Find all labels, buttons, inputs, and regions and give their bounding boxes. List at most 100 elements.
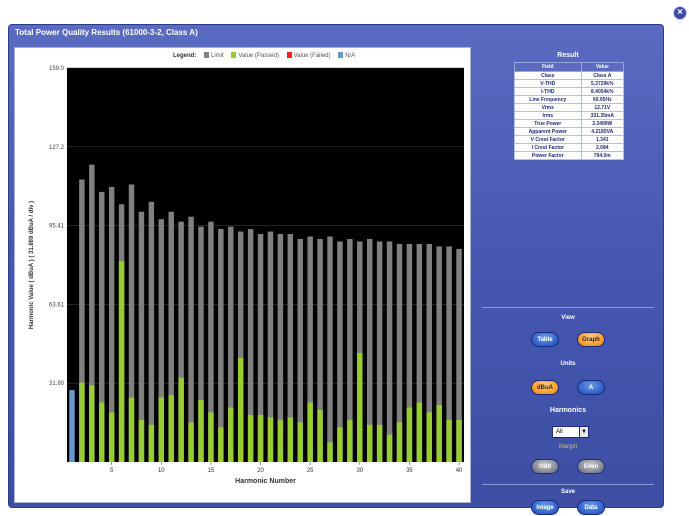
save-title: Save — [560, 489, 575, 495]
bar-limit — [396, 243, 403, 462]
x-tick-label: 10 — [158, 468, 165, 474]
result-value: 60.05Hz — [580, 95, 625, 104]
result-field: Apparent Power — [514, 127, 582, 136]
result-col-value: Value — [580, 62, 625, 72]
graph-panel: Legend: Limit Value (Passed) Value (Fail… — [14, 47, 471, 503]
result-field: V-THD — [514, 79, 582, 88]
bar-value-passed — [247, 414, 254, 462]
result-field: Class — [514, 71, 582, 80]
result-row: V Crest Factor 1.341 — [514, 135, 625, 144]
result-value: 3.3499W — [580, 119, 625, 128]
result-field: Power Factor — [514, 151, 582, 160]
bar-value-passed — [297, 422, 303, 462]
result-row: Irms 331.35mA — [514, 111, 625, 120]
legend-swatch — [204, 52, 210, 58]
even-harmonics-button[interactable]: Even — [577, 459, 605, 474]
bar-limit — [208, 221, 214, 462]
bar-value-passed — [406, 407, 413, 462]
x-tick-label: 5 — [110, 468, 114, 474]
dbua-units-button[interactable]: dBuA — [531, 380, 559, 395]
y-tick-label: 63.61 — [49, 302, 65, 308]
result-col-field: Field — [514, 62, 582, 72]
result-row: Class Class A — [514, 71, 625, 80]
table-view-button[interactable]: Table — [531, 332, 559, 347]
graph-view-button[interactable]: Graph — [577, 332, 605, 347]
legend-item-failed: Value (Failed) — [286, 52, 331, 59]
bar-limit — [247, 229, 254, 462]
result-field: Line Frequency — [514, 95, 582, 104]
bar-limit — [386, 241, 393, 462]
bar-limit — [79, 179, 85, 462]
odd-harmonics-button[interactable]: Odd — [531, 459, 559, 474]
bar-limit — [307, 236, 313, 462]
bar-value-passed — [198, 400, 204, 462]
y-axis-label: Harmonic Value ( dBuA ) ( 31.889 dBuA / … — [29, 201, 35, 329]
bar-limit — [158, 219, 165, 462]
result-value: 1.341 — [580, 135, 625, 144]
bar-limit — [406, 243, 413, 462]
result-field: V Crest Factor — [514, 135, 582, 144]
result-value: 8.4054k% — [580, 87, 625, 96]
bar-value-passed — [267, 417, 274, 462]
bar-value-passed — [89, 385, 95, 462]
result-title: Result — [557, 52, 579, 59]
result-field: I-THD — [514, 87, 582, 96]
bar-value-passed — [307, 402, 313, 462]
x-tick-label: 35 — [406, 468, 413, 474]
bar-limit — [436, 246, 442, 462]
bar-limit — [357, 241, 363, 462]
bar-value-passed — [347, 419, 353, 462]
y-tick-label: 95.41 — [49, 224, 65, 230]
bar-value-passed — [79, 382, 85, 462]
bar-value-passed — [138, 419, 145, 462]
result-value: 5.3729k% — [580, 79, 625, 88]
bar-limit — [446, 246, 452, 462]
legend-title: Legend: — [173, 53, 197, 59]
bar-limit — [366, 238, 373, 462]
bar-limit — [108, 186, 115, 462]
bar-value-passed — [99, 402, 105, 462]
bar-limit — [218, 229, 224, 462]
bar-value-passed — [396, 422, 403, 462]
close-button[interactable]: × — [673, 6, 687, 20]
bar-value-passed — [416, 402, 423, 462]
bar-limit — [297, 238, 303, 462]
result-value: 12.71V — [580, 103, 625, 112]
bar-limit — [317, 238, 323, 462]
bar-limit — [128, 184, 135, 463]
bar-limit — [277, 234, 284, 462]
bar-value-passed — [357, 352, 363, 462]
divider — [482, 307, 654, 308]
bar-value-passed — [237, 357, 244, 462]
result-value: Class A — [580, 71, 625, 80]
result-value: 4.2185VA — [580, 127, 625, 136]
bar-limit — [168, 211, 174, 462]
bar-limit — [89, 164, 95, 462]
harmonics-select-value: All — [556, 429, 563, 435]
result-row: Power Factor 794.0m — [514, 151, 625, 160]
results-window: Total Power Quality Results (61000-3-2, … — [8, 24, 664, 515]
bar-limit — [198, 226, 204, 462]
bar-value-passed — [277, 419, 284, 462]
margin-label: Margin — [558, 444, 578, 450]
bar-value-passed — [148, 424, 155, 462]
y-tick-label: 31.80 — [49, 381, 65, 387]
x-tick-label: 15 — [208, 468, 215, 474]
x-tick-label: 30 — [356, 468, 363, 474]
chevron-down-icon[interactable]: ▼ — [579, 426, 589, 438]
bar-value-passed — [128, 397, 135, 462]
save-data-button[interactable]: Data — [577, 500, 605, 515]
amps-units-button[interactable]: A — [577, 380, 605, 395]
bar-n-a — [69, 390, 75, 462]
save-image-button[interactable]: Image — [531, 500, 559, 515]
result-row: Line Frequency 60.05Hz — [514, 95, 625, 104]
harmonics-select[interactable]: All ▼ — [552, 426, 589, 438]
bar-limit — [138, 211, 145, 462]
bar-limit — [337, 241, 343, 462]
bar-limit — [416, 243, 423, 462]
bar-value-passed — [376, 424, 383, 462]
legend-swatch — [231, 52, 237, 58]
result-field: Vrms — [514, 103, 582, 112]
bar-value-passed — [446, 419, 452, 462]
bar-value-passed — [188, 422, 194, 462]
